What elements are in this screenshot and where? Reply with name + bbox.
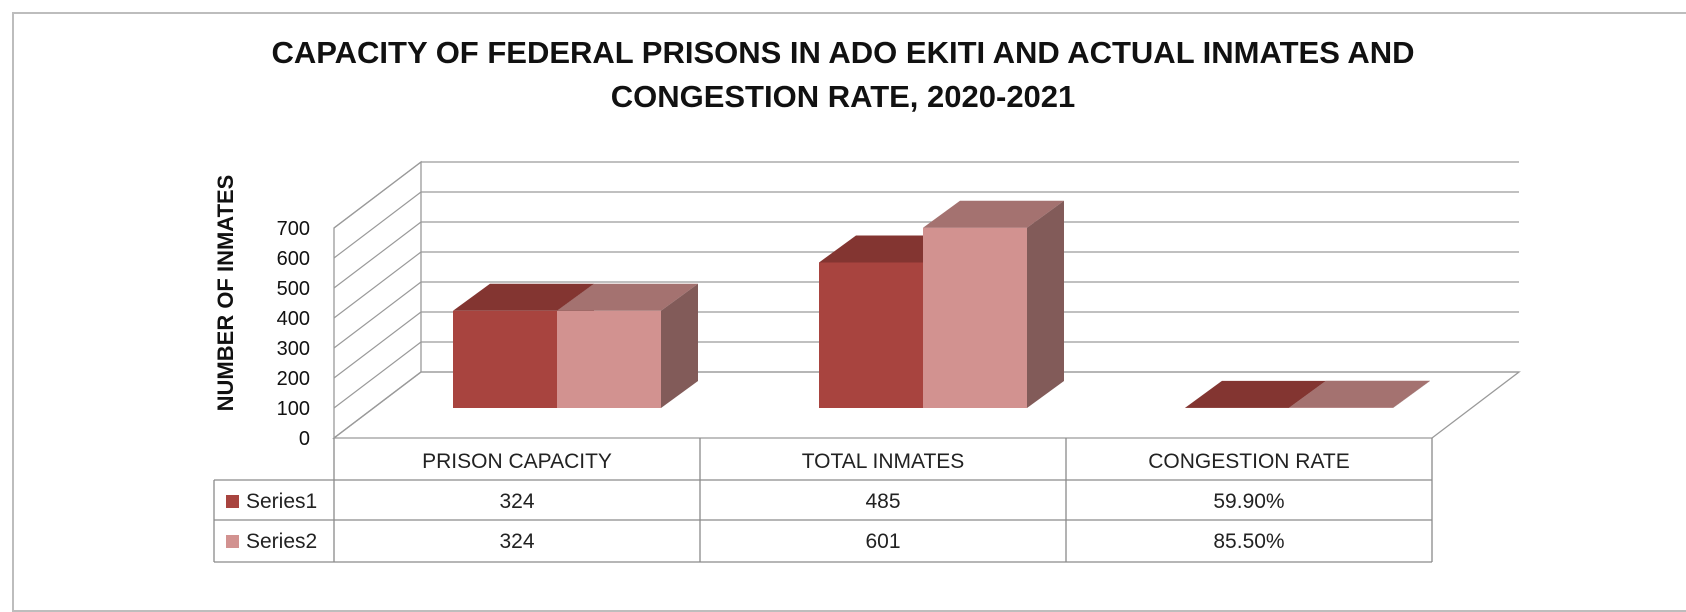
y-tick-label: 600 (277, 248, 310, 270)
bars (453, 201, 1430, 408)
y-tick-label: 400 (277, 308, 310, 330)
chart-canvas: CAPACITY OF FEDERAL PRISONS IN ADO EKITI… (0, 0, 1686, 574)
bar-front (819, 263, 923, 409)
y-tick-label: 500 (277, 278, 310, 300)
chart-title-line-1: CAPACITY OF FEDERAL PRISONS IN ADO EKITI… (271, 35, 1414, 70)
gridline (334, 162, 1519, 228)
table-header-cell: PRISON CAPACITY (422, 450, 612, 473)
table-value-cell: 59.90% (1213, 490, 1284, 513)
bar-side (1027, 201, 1064, 408)
legend-swatch (226, 535, 239, 548)
bar-front (557, 311, 661, 408)
table-value-cell: 324 (499, 530, 534, 553)
y-axis-label: NUMBER OF INMATES (213, 175, 238, 412)
chart-title-line-2: CONGESTION RATE, 2020-2021 (611, 79, 1076, 114)
bar-front (923, 228, 1027, 408)
bar-front (453, 311, 557, 408)
y-tick-label: 200 (277, 368, 310, 390)
data-table: PRISON CAPACITY TOTAL INMATES CONGESTION R… (214, 438, 1432, 562)
table-header-cell: CONGESTION RATE (1148, 450, 1349, 473)
legend-series-name: Series1 (246, 490, 317, 513)
side-wall (334, 162, 421, 438)
y-tick-labels: 0 100 200 300 400 500 600 700 (277, 218, 310, 450)
table-value-cell: 85.50% (1213, 530, 1284, 553)
table-value-cell: 324 (499, 490, 534, 513)
legend-series-name: Series2 (246, 530, 317, 553)
bar-series2-1 (923, 201, 1064, 408)
legend-swatch (226, 495, 239, 508)
table-header-cell: TOTAL INMATES (802, 450, 965, 473)
y-tick-label: 300 (277, 338, 310, 360)
y-tick-label: 0 (299, 428, 310, 450)
y-tick-label: 100 (277, 398, 310, 420)
bar-series2-0 (557, 284, 698, 408)
y-tick-label: 700 (277, 218, 310, 240)
table-value-cell: 601 (865, 530, 900, 553)
table-value-cell: 485 (865, 490, 900, 513)
